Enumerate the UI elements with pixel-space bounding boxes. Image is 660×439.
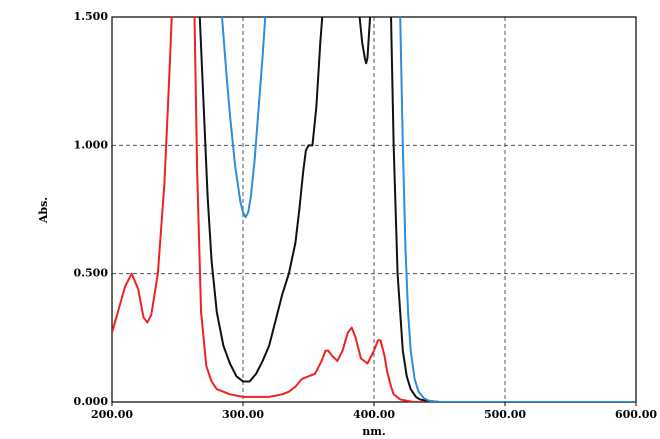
x-tick-label: 500.00	[484, 408, 526, 421]
y-axis-label: Abs.	[37, 197, 50, 224]
y-tick-label: 0.500	[74, 267, 109, 280]
x-axis-label: nm.	[362, 425, 385, 438]
y-tick-label: 1.500	[74, 10, 109, 23]
y-tick-label: 1.000	[74, 138, 109, 151]
spectrum-line	[198, 17, 636, 402]
x-tick-label: 600.00	[615, 408, 657, 421]
x-tick-label: 200.00	[91, 408, 133, 421]
x-tick-label: 300.00	[222, 408, 264, 421]
spectrum-line	[112, 17, 636, 402]
plot-frame	[111, 16, 637, 403]
y-tick-label: 0.000	[74, 395, 109, 408]
x-tick-label: 400.00	[353, 408, 395, 421]
spectrum-line	[221, 17, 636, 402]
